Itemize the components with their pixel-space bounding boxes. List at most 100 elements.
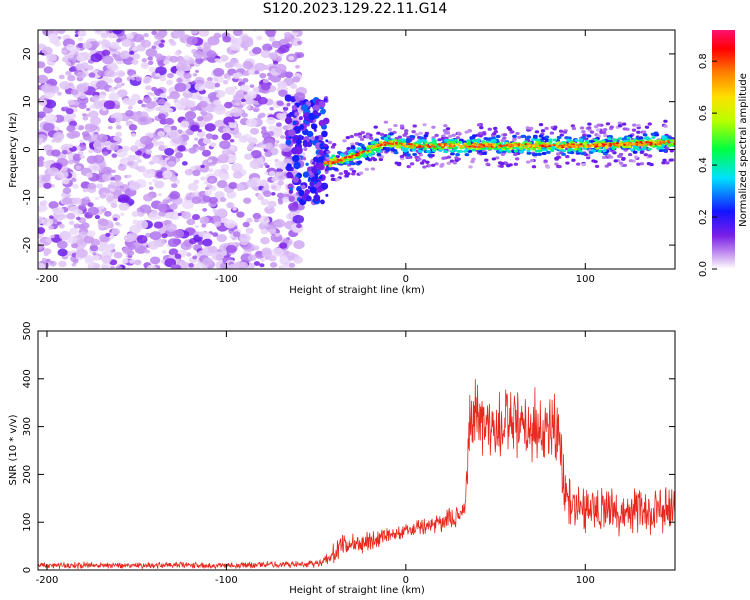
heatmap-cell bbox=[639, 162, 645, 166]
heatmap-cell bbox=[82, 113, 87, 117]
heatmap-cell bbox=[256, 35, 263, 41]
heatmap-cell bbox=[99, 205, 105, 210]
heatmap-cell bbox=[181, 199, 195, 210]
heatmap-cell bbox=[358, 135, 363, 139]
heatmap-cell bbox=[204, 123, 216, 132]
heatmap-cell bbox=[330, 174, 335, 178]
heatmap-cell bbox=[491, 157, 497, 161]
heatmap-cell bbox=[366, 149, 370, 152]
heatmap-cell bbox=[252, 245, 260, 251]
heatmap-cell bbox=[543, 143, 547, 146]
heatmap-cell bbox=[638, 136, 644, 140]
heatmap-cell bbox=[87, 202, 94, 208]
heatmap-cell bbox=[455, 136, 461, 140]
heatmap-cell bbox=[75, 216, 81, 221]
heatmap-cell bbox=[191, 196, 202, 204]
heatmap-cell bbox=[481, 144, 485, 147]
heatmap-cell bbox=[211, 251, 224, 261]
heatmap-cell bbox=[454, 156, 459, 160]
heatmap-cell bbox=[527, 144, 531, 147]
y-tick-label: 20 bbox=[22, 48, 33, 61]
heatmap-cell bbox=[609, 143, 613, 146]
heatmap-cell bbox=[195, 57, 204, 65]
heatmap-cell bbox=[169, 203, 178, 210]
heatmap-cell bbox=[622, 163, 627, 168]
heatmap-cell bbox=[422, 123, 427, 127]
heatmap-cell bbox=[105, 232, 111, 237]
heatmap-cell bbox=[635, 141, 639, 144]
heatmap-cell bbox=[471, 148, 476, 152]
heatmap-cell bbox=[225, 244, 237, 254]
heatmap-cell bbox=[131, 210, 140, 217]
heatmap-cell bbox=[322, 117, 330, 125]
heatmap-cell bbox=[393, 123, 398, 128]
heatmap-cell bbox=[288, 129, 296, 137]
heatmap-cell bbox=[398, 142, 402, 145]
heatmap-cell bbox=[656, 142, 660, 145]
heatmap-cell bbox=[408, 145, 412, 148]
heatmap-cell bbox=[38, 61, 46, 69]
heatmap-cell bbox=[102, 151, 109, 157]
heatmap-cell bbox=[359, 137, 365, 141]
heatmap-cell bbox=[593, 125, 599, 129]
heatmap-cell bbox=[77, 37, 84, 42]
heatmap-cell bbox=[517, 135, 522, 140]
heatmap-cell bbox=[399, 124, 405, 128]
heatmap-cell bbox=[226, 77, 232, 81]
heatmap-cell bbox=[262, 78, 269, 84]
heatmap-cell bbox=[594, 164, 600, 168]
heatmap-cell bbox=[292, 120, 297, 125]
heatmap-cell bbox=[477, 147, 482, 151]
heatmap-cell bbox=[636, 130, 641, 134]
heatmap-cell bbox=[157, 98, 166, 105]
heatmap-cell bbox=[216, 208, 228, 217]
heatmap-cell bbox=[648, 139, 653, 142]
heatmap-cell bbox=[190, 124, 200, 132]
heatmap-cell bbox=[70, 89, 79, 96]
heatmap-cell bbox=[335, 177, 340, 181]
heatmap-cell bbox=[591, 144, 595, 147]
heatmap-cell bbox=[370, 146, 374, 149]
heatmap-cell bbox=[190, 244, 195, 248]
heatmap-cell bbox=[376, 149, 381, 153]
heatmap-cell bbox=[194, 82, 206, 92]
heatmap-cell bbox=[456, 131, 461, 135]
heatmap-cell bbox=[575, 162, 581, 166]
heatmap-cell bbox=[318, 149, 324, 156]
heatmap-cell bbox=[651, 144, 655, 148]
heatmap-cell bbox=[280, 135, 286, 139]
heatmap-cell bbox=[164, 144, 169, 148]
x-tick-label: -200 bbox=[36, 575, 59, 586]
heatmap-cell bbox=[128, 102, 134, 107]
heatmap-cell bbox=[145, 48, 158, 58]
heatmap-cell bbox=[324, 161, 328, 164]
snr-plot: -200 -100 0 100 0 100 200 300 400 500 Height of s… bbox=[8, 321, 676, 596]
heatmap-cell bbox=[126, 154, 136, 162]
heatmap-cell bbox=[372, 157, 378, 162]
heatmap-cell bbox=[202, 238, 213, 247]
y-tick-label: 0 bbox=[22, 567, 33, 573]
heatmap-cell bbox=[520, 134, 526, 139]
heatmap-cell bbox=[202, 232, 212, 239]
heatmap-cell bbox=[625, 144, 629, 147]
heatmap-cell bbox=[66, 125, 76, 133]
heatmap-cell bbox=[230, 128, 239, 135]
heatmap-cell bbox=[250, 150, 262, 159]
heatmap-cell bbox=[96, 80, 109, 90]
heatmap-cell bbox=[90, 238, 101, 246]
heatmap-cell bbox=[347, 150, 352, 154]
heatmap-cell bbox=[625, 145, 629, 149]
heatmap-cell bbox=[264, 171, 269, 175]
heatmap-cell bbox=[246, 105, 251, 110]
heatmap-cell bbox=[140, 39, 152, 48]
heatmap-cell bbox=[206, 50, 217, 58]
heatmap-cell bbox=[169, 156, 177, 162]
heatmap-cell bbox=[276, 122, 282, 127]
heatmap-cell bbox=[278, 143, 286, 149]
heatmap-cell bbox=[147, 91, 153, 96]
heatmap-cell bbox=[502, 133, 508, 137]
heatmap-cell bbox=[581, 163, 586, 167]
colorbar-tick-label: 0.0 bbox=[698, 261, 709, 277]
heatmap-cell bbox=[364, 167, 369, 171]
heatmap-cell bbox=[108, 30, 113, 34]
